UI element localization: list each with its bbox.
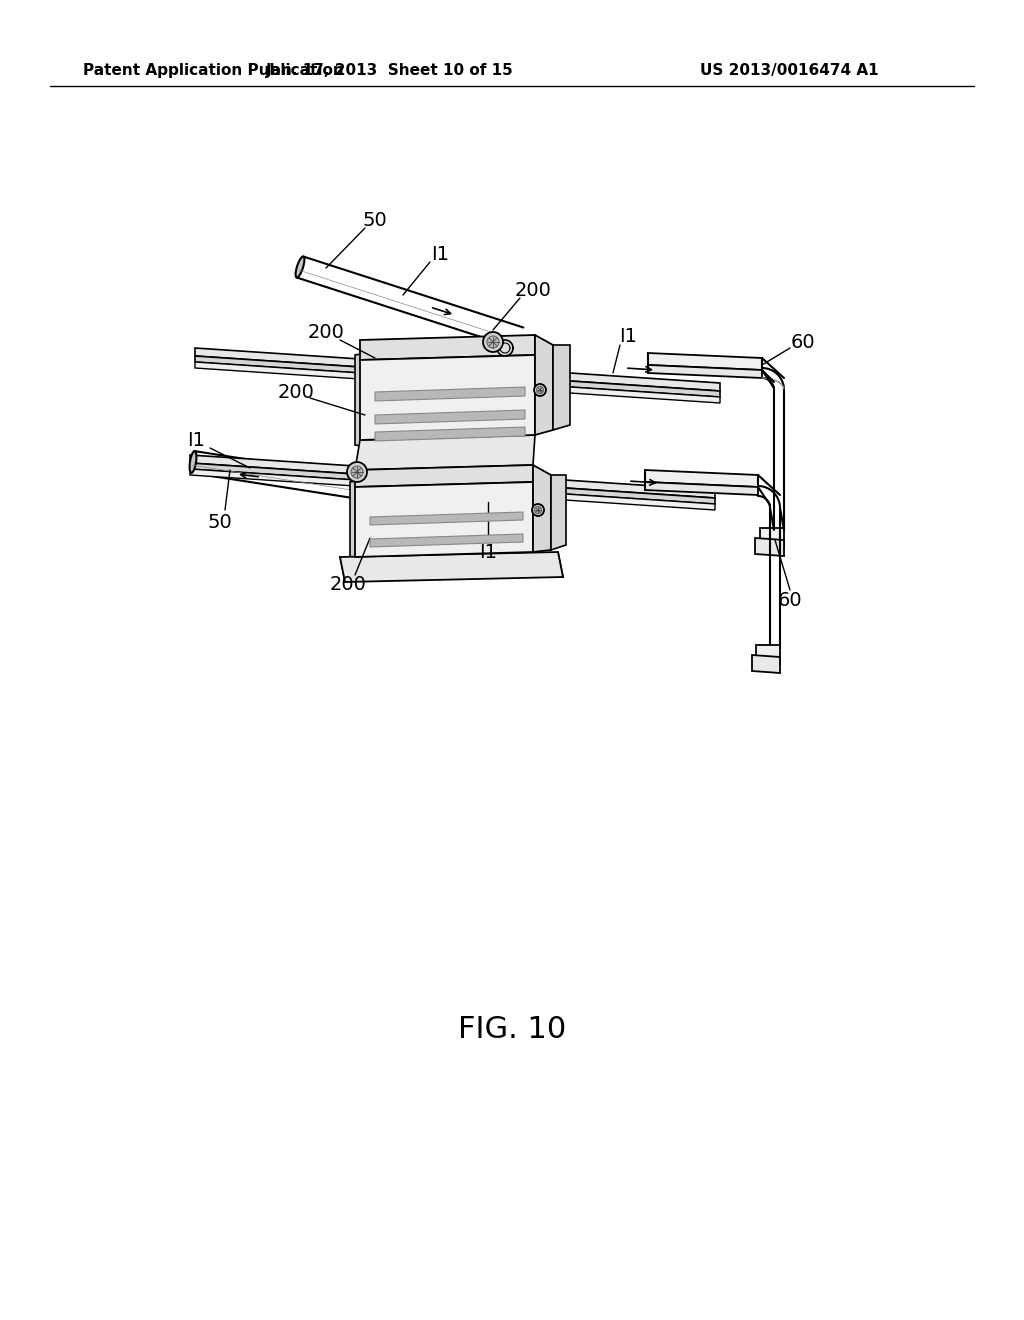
Text: 200: 200 (307, 323, 344, 342)
Circle shape (483, 333, 503, 352)
Polygon shape (375, 411, 525, 424)
Text: I1: I1 (187, 430, 205, 450)
Polygon shape (756, 645, 780, 665)
Polygon shape (553, 345, 570, 430)
Polygon shape (645, 482, 758, 495)
Polygon shape (648, 352, 762, 370)
Polygon shape (355, 436, 535, 470)
Circle shape (532, 504, 544, 516)
Polygon shape (375, 387, 525, 401)
Polygon shape (752, 655, 780, 673)
Text: 200: 200 (278, 383, 314, 401)
Text: Jan. 17, 2013  Sheet 10 of 15: Jan. 17, 2013 Sheet 10 of 15 (266, 62, 514, 78)
Text: I1: I1 (479, 543, 497, 561)
Polygon shape (355, 350, 385, 450)
Text: I1: I1 (618, 327, 637, 346)
Polygon shape (195, 362, 720, 403)
Polygon shape (360, 335, 535, 360)
Polygon shape (645, 470, 758, 487)
Polygon shape (355, 465, 534, 487)
Polygon shape (190, 463, 715, 504)
Ellipse shape (296, 256, 304, 277)
Polygon shape (370, 535, 523, 546)
Circle shape (347, 462, 367, 482)
Polygon shape (350, 477, 377, 562)
Polygon shape (760, 528, 784, 548)
Polygon shape (190, 455, 715, 498)
Polygon shape (360, 355, 535, 440)
Polygon shape (340, 552, 563, 582)
Text: 60: 60 (777, 590, 803, 610)
Polygon shape (648, 366, 762, 378)
Polygon shape (195, 356, 720, 397)
Polygon shape (551, 475, 566, 550)
Text: 60: 60 (791, 333, 815, 351)
Polygon shape (534, 465, 551, 552)
Ellipse shape (189, 451, 197, 473)
Text: US 2013/0016474 A1: US 2013/0016474 A1 (700, 62, 879, 78)
Text: 50: 50 (362, 210, 387, 230)
Circle shape (487, 337, 499, 348)
Polygon shape (375, 426, 525, 441)
Text: 50: 50 (208, 512, 232, 532)
Polygon shape (370, 512, 523, 525)
Polygon shape (355, 482, 534, 557)
Circle shape (535, 507, 542, 513)
Polygon shape (190, 469, 715, 510)
Circle shape (351, 466, 362, 478)
Circle shape (534, 384, 546, 396)
Polygon shape (755, 539, 784, 556)
Text: I1: I1 (431, 246, 449, 264)
Text: 200: 200 (330, 576, 367, 594)
Polygon shape (535, 335, 553, 436)
Polygon shape (195, 348, 720, 391)
Circle shape (537, 387, 544, 393)
Text: 200: 200 (515, 281, 552, 300)
Text: Patent Application Publication: Patent Application Publication (83, 62, 344, 78)
Text: FIG. 10: FIG. 10 (458, 1015, 566, 1044)
